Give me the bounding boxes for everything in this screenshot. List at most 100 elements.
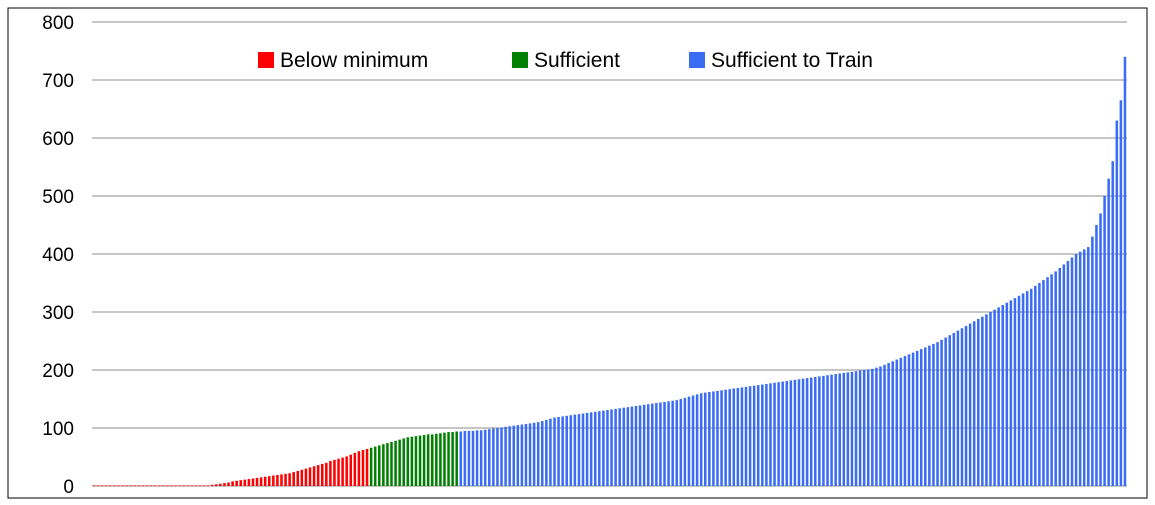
bar (622, 407, 626, 486)
bar (137, 485, 141, 487)
bar (406, 437, 410, 486)
bar (646, 404, 650, 486)
bar (202, 485, 206, 487)
y-axis-tick-labels: 0 100 200 300 400 500 600 700 800 (42, 13, 74, 498)
bar (1099, 213, 1102, 486)
bar (793, 379, 797, 486)
bar (1087, 247, 1090, 486)
bar (997, 307, 1000, 486)
bar (577, 414, 581, 486)
bar (1021, 293, 1025, 486)
bar (1046, 277, 1049, 486)
bar (932, 343, 935, 486)
bar (292, 472, 295, 486)
bar (451, 432, 454, 486)
legend-label: Sufficient (534, 49, 620, 72)
bar (1074, 254, 1078, 486)
bar (724, 389, 727, 486)
bar (186, 485, 190, 487)
bar (524, 423, 528, 486)
bar (182, 485, 185, 487)
bar (1078, 251, 1082, 486)
bar (166, 485, 169, 487)
bar (369, 447, 373, 486)
bar (736, 387, 740, 486)
bar (239, 480, 242, 486)
bar (956, 330, 960, 486)
bar (708, 392, 711, 486)
bar (357, 451, 361, 486)
bar (459, 431, 463, 486)
bar (1029, 288, 1033, 486)
bar (703, 392, 707, 486)
bar (606, 410, 609, 486)
bar (911, 352, 915, 486)
bar (699, 393, 703, 486)
bar (919, 349, 923, 486)
bar (585, 412, 589, 486)
bar (862, 370, 866, 486)
bar (822, 375, 825, 486)
bar (149, 485, 153, 487)
bar (667, 401, 670, 486)
bar (557, 416, 560, 486)
bar (1123, 56, 1127, 487)
bar (626, 407, 630, 486)
bar (1017, 295, 1021, 486)
bar (573, 414, 577, 486)
bar (659, 402, 662, 486)
gridlines (92, 21, 1127, 487)
bar (463, 430, 467, 486)
bar (638, 405, 642, 486)
bar (565, 415, 568, 486)
bar (805, 378, 809, 486)
bar (341, 457, 344, 486)
bar (320, 463, 324, 486)
bar (712, 391, 715, 486)
bar (553, 417, 556, 486)
bar (740, 387, 744, 486)
bar (928, 345, 931, 486)
bar (247, 479, 251, 486)
bar (1107, 178, 1110, 486)
bar (243, 479, 247, 486)
bar (210, 484, 214, 486)
bar (259, 477, 263, 486)
bar (227, 482, 230, 486)
legend-swatch (258, 52, 274, 68)
bar (194, 485, 198, 487)
bar (235, 480, 238, 486)
bar (447, 432, 450, 486)
bar (581, 413, 585, 486)
bar (512, 425, 516, 486)
bar (92, 485, 96, 487)
bar (777, 382, 780, 486)
bar (365, 448, 369, 486)
bar (830, 374, 833, 486)
bar (398, 439, 401, 486)
bar (1115, 120, 1119, 486)
bar (814, 376, 817, 486)
bar (174, 485, 177, 487)
bar (394, 440, 397, 486)
legend-label: Below minimum (280, 49, 428, 72)
bar (671, 400, 674, 486)
bar (834, 374, 837, 486)
bar (769, 383, 772, 486)
bar (549, 418, 552, 486)
bar (109, 485, 112, 487)
bar (936, 342, 939, 486)
bar (1038, 283, 1041, 486)
bar (691, 395, 695, 486)
bar (850, 371, 854, 486)
bar (602, 410, 605, 486)
bar (871, 368, 874, 486)
bar (1066, 260, 1070, 486)
bar (642, 404, 646, 486)
bar (818, 376, 821, 486)
bar (178, 485, 181, 487)
bar (430, 434, 434, 486)
bar (520, 424, 524, 486)
